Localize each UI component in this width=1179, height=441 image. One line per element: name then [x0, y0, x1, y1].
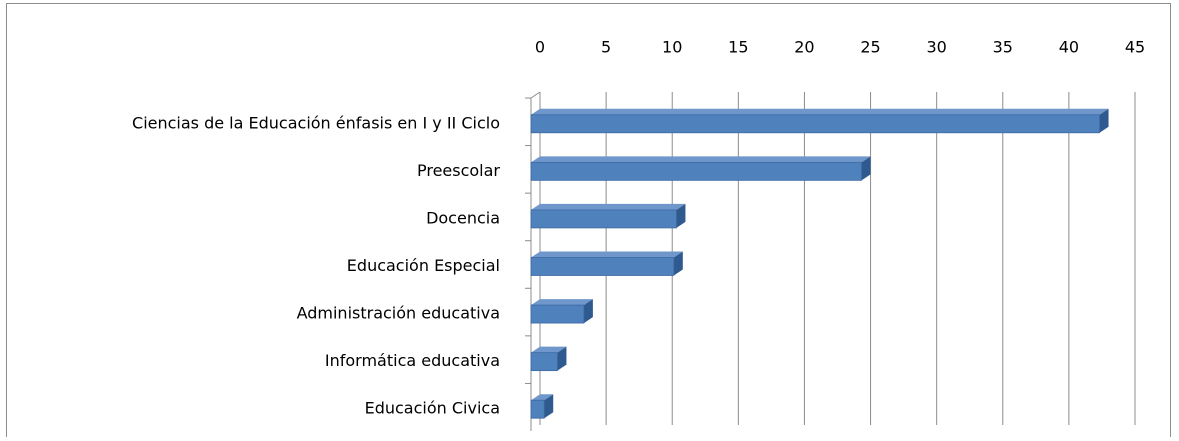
y-tick-label: Preescolar — [417, 161, 500, 180]
bar — [530, 352, 558, 372]
y-tick-label: Informática educativa — [325, 351, 500, 370]
x-tick-label: 45 — [1125, 38, 1145, 57]
bar — [530, 209, 677, 229]
x-tick-label: 20 — [794, 38, 814, 57]
bar-side — [1099, 108, 1109, 133]
bar-side — [557, 346, 567, 371]
bar-side — [544, 394, 554, 419]
x-tick-label: 35 — [993, 38, 1013, 57]
bar — [530, 304, 585, 324]
bar-side — [583, 299, 593, 324]
x-tick-label: 30 — [926, 38, 946, 57]
bar — [530, 161, 862, 181]
axis-depth — [530, 91, 541, 99]
y-tick-label: Educación Civica — [365, 399, 500, 418]
bar — [530, 114, 1100, 134]
x-tick-label: 5 — [601, 38, 611, 57]
bar-top — [531, 108, 1109, 115]
x-tick-label: 0 — [535, 38, 545, 57]
x-tick-label: 25 — [860, 38, 880, 57]
bar-top — [531, 346, 567, 353]
x-tick-label: 15 — [728, 38, 748, 57]
bar — [530, 399, 545, 419]
bar-top — [531, 394, 554, 401]
x-tick-label: 10 — [662, 38, 682, 57]
bar-top — [531, 156, 871, 163]
bar — [530, 257, 675, 276]
y-tick-label: Educación Especial — [347, 256, 500, 275]
bar-side — [861, 156, 871, 181]
bar-top — [531, 299, 593, 306]
bar-top — [531, 203, 686, 210]
bar-side — [673, 251, 683, 276]
bar-top — [531, 251, 683, 258]
bar-side — [676, 203, 686, 228]
y-tick-label: Administración educativa — [297, 304, 500, 323]
x-tick-label: 40 — [1059, 38, 1079, 57]
y-tick-label: Ciencias de la Educación énfasis en I y … — [132, 113, 500, 132]
y-tick-label: Docencia — [426, 208, 500, 227]
